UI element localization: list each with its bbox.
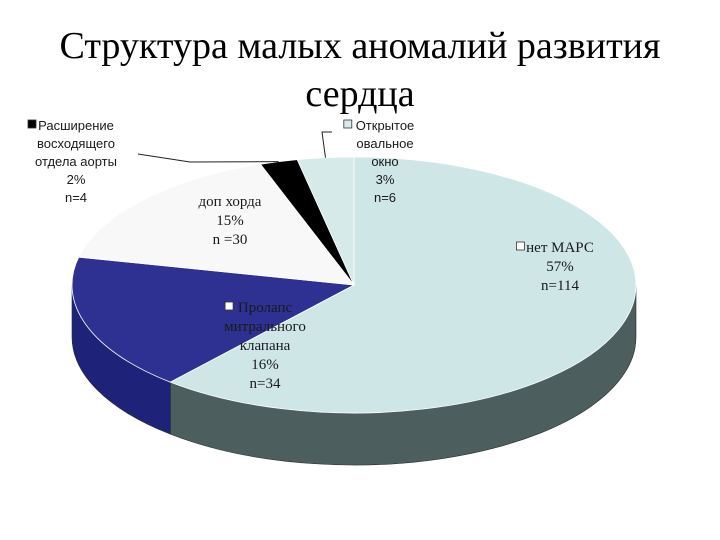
data-label-s3-line-3: 2% xyxy=(67,172,86,187)
data-label-s1-line-3: 16% xyxy=(251,357,279,373)
data-label-s3-line-1: восходящего xyxy=(37,136,115,151)
legend-marker-s1 xyxy=(224,301,234,311)
data-label-s3-line-4: n=4 xyxy=(65,190,87,205)
data-label-s1-line-1: митрального xyxy=(224,319,306,335)
data-label-s3-line-0: Расширение xyxy=(38,118,114,133)
data-label-s2: доп хорда 15% n =30 xyxy=(199,194,262,248)
pie-slice-2 xyxy=(78,163,355,286)
data-label-s2-line-1: 15% xyxy=(216,213,244,229)
pie-slice-4 xyxy=(296,156,355,286)
data-label-s4: Открытое овальное окно 3% n=6 xyxy=(343,118,415,205)
data-label-s2-line-2: n =30 xyxy=(213,232,248,248)
data-label-s4-line-0: Открытое xyxy=(356,118,415,133)
leader-line-s3 xyxy=(137,153,279,163)
legend-marker-s0 xyxy=(516,241,525,251)
data-label-s4-line-1: овальное xyxy=(356,136,413,151)
data-label-s4-line-2: окно xyxy=(371,154,398,169)
data-label-s2-line-0: доп хорда xyxy=(199,194,262,210)
pie-slice-0 xyxy=(169,156,637,414)
data-label-s1: Пролапс митрального клапана 16% n=34 xyxy=(224,300,306,392)
leader-lines xyxy=(137,131,332,163)
data-label-s4-line-4: n=6 xyxy=(374,190,396,205)
data-label-s0: нет МАРС 57% n=114 xyxy=(516,240,594,294)
data-label-s0-line-2: n=114 xyxy=(541,278,579,294)
data-label-s3-line-2: отдела аорты xyxy=(35,154,117,169)
pie-slices xyxy=(71,156,637,414)
data-label-s4-line-3: 3% xyxy=(376,172,395,187)
slide-title: Структура малых аномалий развития сердца xyxy=(59,25,661,115)
data-label-s0-line-1: 57% xyxy=(546,259,574,275)
pie-slice-1 xyxy=(71,256,356,383)
data-label-s3: Расширение восходящего отдела аорты 2% n=4 xyxy=(27,118,117,205)
data-label-s1-line-0: Пролапс xyxy=(238,300,293,316)
legend-marker-s4 xyxy=(343,119,353,129)
data-label-s0-line-0: нет МАРС xyxy=(526,240,594,256)
data-labels: нет МАРС 57% n=114 Пролапс митрального клапан… xyxy=(27,118,594,392)
data-label-s1-line-4: n=34 xyxy=(250,376,281,392)
legend-marker-s3 xyxy=(27,119,37,129)
data-label-s1-line-2: клапана xyxy=(240,338,291,354)
leader-line-s4 xyxy=(321,131,332,158)
